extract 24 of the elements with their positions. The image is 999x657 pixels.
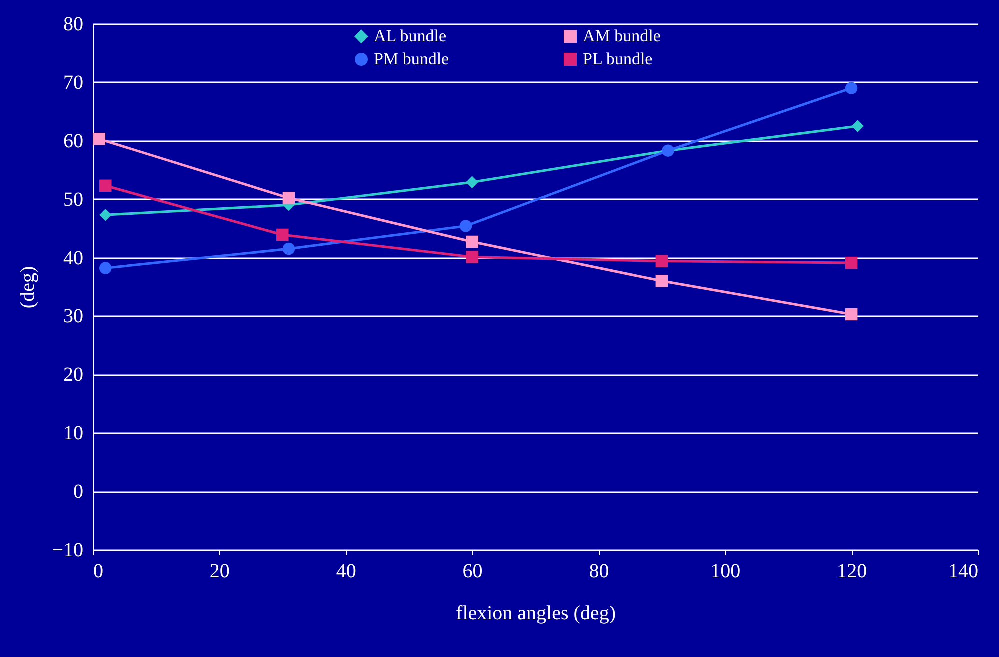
y-tick-label: 10 — [64, 422, 84, 445]
y-tick-label: 60 — [64, 130, 84, 152]
y-tick-label: 80 — [64, 14, 84, 36]
x-tick-label: 0 — [94, 560, 104, 582]
x-tick-label: 60 — [462, 560, 483, 582]
y-tick-label: 20 — [64, 364, 84, 386]
y-tick-label: 30 — [64, 306, 84, 328]
y-tick-label: 0 — [74, 481, 84, 504]
x-axis-title: flexion angles (deg) — [456, 602, 616, 624]
legend-label: AL bundle — [374, 26, 447, 46]
y-tick-label: 70 — [64, 72, 84, 94]
y-tick-label: 50 — [64, 188, 84, 211]
y-tick-label: 40 — [64, 247, 84, 270]
legend-label: AM bundle — [583, 26, 661, 46]
y-axis-title: (deg) — [17, 266, 40, 309]
x-tick-label: 120 — [837, 560, 868, 582]
x-tick-label: 20 — [210, 560, 230, 582]
x-tick-label: 80 — [589, 560, 610, 582]
legend-label: PM bundle — [374, 50, 450, 68]
x-tick-label: 40 — [336, 560, 356, 582]
y-tick-label: −10 — [52, 540, 84, 562]
legend-label: PL bundle — [583, 50, 653, 68]
x-tick-label: 100 — [710, 560, 741, 582]
x-tick-label: 140 — [948, 560, 978, 582]
